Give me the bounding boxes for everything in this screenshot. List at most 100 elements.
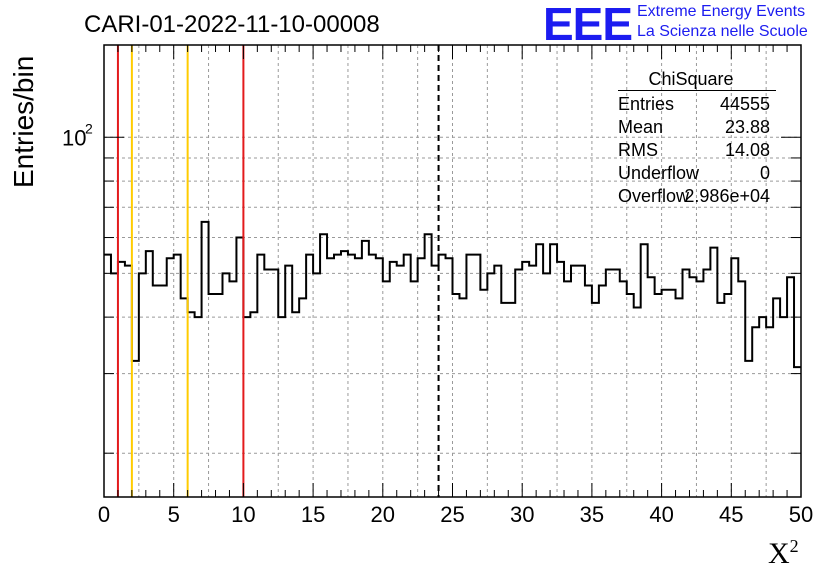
histogram-bin xyxy=(222,273,229,497)
histogram-bin xyxy=(271,269,278,497)
histogram-bin xyxy=(118,262,125,497)
x-tick-label: 30 xyxy=(510,502,534,527)
histogram-bin xyxy=(564,281,571,497)
histogram-bin xyxy=(703,269,710,497)
histogram-bin xyxy=(536,244,543,497)
histogram-bin xyxy=(418,258,425,497)
chart-title: CARI-01-2022-11-10-00008 xyxy=(84,11,380,38)
logo-line-2: La Scienza nelle Scuole xyxy=(637,23,808,40)
histogram-bin xyxy=(362,241,369,497)
histogram-bin xyxy=(292,312,299,497)
histogram-bin xyxy=(278,317,285,497)
histogram-bin xyxy=(759,317,766,497)
histogram-bin xyxy=(216,294,223,497)
histogram-bin xyxy=(334,255,341,497)
stats-key: Overflow xyxy=(618,186,690,206)
histogram-bin xyxy=(752,327,759,497)
histogram-bin xyxy=(466,255,473,497)
y-axis-label: Entries/bin xyxy=(8,55,39,188)
stats-box: ChiSquare Entries 44555 Mean 23.88 RMS 14.0… xyxy=(612,68,776,208)
histogram-bin xyxy=(439,255,446,497)
eee-logo-mark: EEE xyxy=(543,0,633,50)
histogram-bin xyxy=(104,255,111,497)
histogram-bin xyxy=(376,258,383,497)
histogram-bin xyxy=(655,294,662,497)
histogram-bin xyxy=(453,294,460,497)
stats-value: 23.88 xyxy=(724,117,770,137)
histogram-bin xyxy=(188,312,195,497)
stats-key: Mean xyxy=(618,117,664,137)
histogram-bin xyxy=(627,294,634,497)
histogram-bin xyxy=(578,266,585,497)
histogram-bin xyxy=(202,222,209,497)
histogram-bin xyxy=(620,281,627,497)
histogram-bin xyxy=(229,281,236,497)
histogram-bin xyxy=(327,258,334,497)
histogram-bin xyxy=(446,258,453,497)
stats-key: Entries xyxy=(618,94,675,114)
histogram-bin xyxy=(355,258,362,497)
histogram-bin xyxy=(494,266,501,497)
histogram-bin xyxy=(257,255,264,497)
x-tick-label: 40 xyxy=(649,502,673,527)
histogram-bin xyxy=(794,367,801,497)
histogram-bin xyxy=(501,303,508,497)
stats-row-underflow: Underflow 0 xyxy=(612,162,770,185)
logo-line-1: Extreme Energy Events xyxy=(637,3,806,20)
stats-divider xyxy=(618,90,776,91)
stats-key: RMS xyxy=(618,140,658,160)
stats-row-overflow: Overflow 2.986e+04 xyxy=(612,185,770,208)
histogram-bin xyxy=(383,281,390,497)
stats-row-mean: Mean 23.88 xyxy=(612,116,770,139)
histogram-bin xyxy=(487,273,494,497)
histogram-bin xyxy=(683,269,690,497)
histogram-bin xyxy=(780,317,787,497)
histogram-bin xyxy=(787,277,794,497)
x-tick-label: 10 xyxy=(231,502,255,527)
histogram-bin xyxy=(404,255,411,497)
y-tick-label: 10 xyxy=(62,125,86,150)
histogram-bin xyxy=(724,294,731,497)
histogram-bin xyxy=(508,303,515,497)
histogram-bin xyxy=(341,251,348,497)
histogram-bin xyxy=(369,255,376,497)
x-tick-label: 35 xyxy=(580,502,604,527)
histogram-bin xyxy=(132,361,139,497)
histogram-bin xyxy=(174,255,181,497)
histogram-bin xyxy=(397,266,404,497)
stats-row-rms: RMS 14.08 xyxy=(612,139,770,162)
histogram-bin xyxy=(299,298,306,497)
histogram-bin xyxy=(599,285,606,497)
y-tick-label-sup: 2 xyxy=(85,120,93,136)
x-axis-label-base: X xyxy=(768,537,790,570)
histogram-bin xyxy=(529,266,536,497)
histogram-bin xyxy=(306,255,313,497)
histogram-bin xyxy=(313,273,320,497)
histogram-bin xyxy=(459,298,466,497)
histogram-bin xyxy=(585,285,592,497)
histogram-bin xyxy=(676,298,683,497)
stats-title: ChiSquare xyxy=(648,69,734,89)
histogram-bin xyxy=(160,285,167,497)
histogram-bin xyxy=(153,285,160,497)
histogram-bin xyxy=(209,294,216,497)
histogram-bin xyxy=(480,290,487,497)
histogram-bin xyxy=(195,317,202,497)
histogram-bin xyxy=(613,269,620,497)
x-tick-label: 20 xyxy=(371,502,395,527)
histogram-bin xyxy=(139,273,146,497)
histogram-bin xyxy=(571,266,578,497)
stats-value: 0 xyxy=(759,163,770,183)
x-tick-label: 5 xyxy=(168,502,180,527)
histogram-outline xyxy=(104,220,801,369)
histogram-bin xyxy=(731,258,738,497)
x-tick-label: 45 xyxy=(719,502,743,527)
histogram-bin xyxy=(425,234,432,497)
histogram-bin xyxy=(766,327,773,497)
histogram-bin xyxy=(125,266,132,497)
histogram-bin xyxy=(522,262,529,497)
histogram-bin xyxy=(662,290,669,497)
x-tick-label: 0 xyxy=(98,502,110,527)
histogram-bin xyxy=(236,238,243,497)
histogram-bin xyxy=(634,308,641,497)
